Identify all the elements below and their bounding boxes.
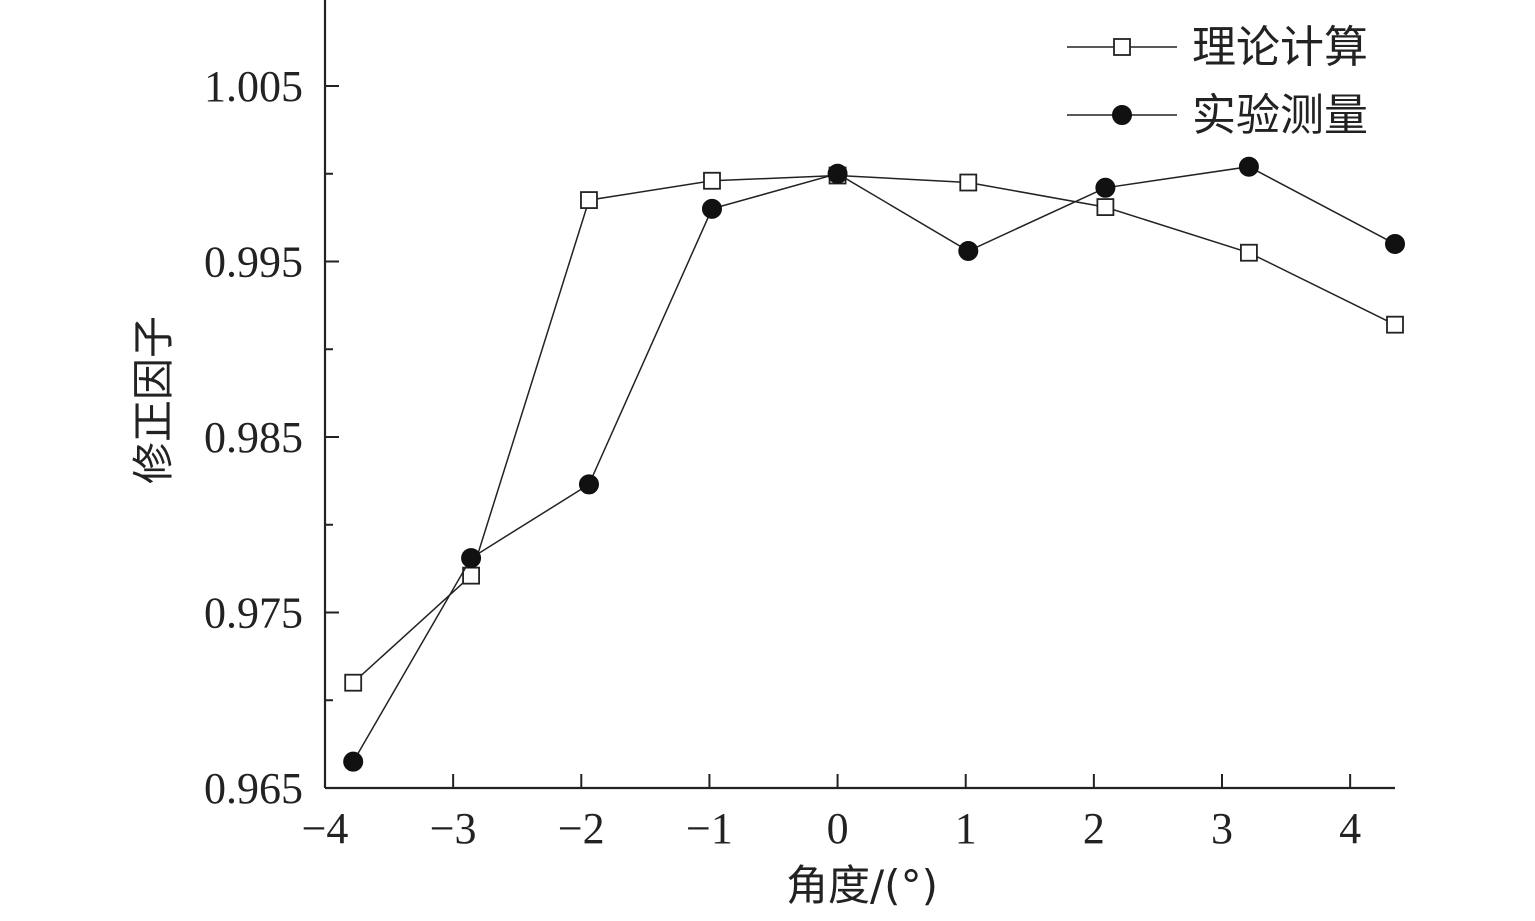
data-point [343,751,364,772]
y-tick-label: 0.985 [204,413,303,462]
data-point [1386,315,1404,334]
axes [323,0,1395,790]
data-point [959,173,978,192]
data-point [1385,233,1405,254]
data-point [1096,198,1115,216]
data-point [1238,156,1259,177]
legend-marker [1113,38,1131,56]
legend-marker [1112,105,1132,125]
x-tick-label: −1 [686,804,733,853]
x-axis-title: 角度/(°) [786,861,938,910]
ticks: −4 −3 −2 −1 0 1 2 3 4 0.965 0.975 0.985 0.995 1.005 [204,62,1361,853]
x-tick-label: 3 [1211,804,1233,853]
series-1 [344,166,1404,692]
data-point [461,548,482,569]
data-point [701,198,722,219]
data-point [703,171,721,190]
y-tick-label: 0.965 [204,764,303,813]
x-tick-label: −3 [430,804,477,853]
legend-item: 理论计算 [1067,22,1368,73]
data-point [827,163,848,184]
series-line [352,165,1396,763]
x-tick-label: −4 [302,804,349,853]
x-tick-label: 0 [827,804,849,853]
x-tick-label: 4 [1339,804,1361,853]
y-tick-label: 0.995 [204,237,303,286]
data-point [580,191,598,209]
series-2 [343,156,1405,772]
series-layer [343,156,1405,772]
y-axis-title: 修正因子 [129,316,178,484]
y-tick-label: 1.005 [204,62,303,111]
x-tick-label: 1 [955,804,977,853]
x-tick-label: 2 [1083,804,1105,853]
x-tick-label: −2 [558,804,605,853]
data-point [1095,177,1116,198]
data-point [344,673,363,692]
legend-label: 实验测量 [1192,90,1368,141]
legend-item: 实验测量 [1067,90,1368,141]
legend-label: 理论计算 [1192,22,1368,73]
series-line [352,174,1396,684]
data-point [462,566,480,585]
data-point [1240,243,1258,262]
data-point [958,240,979,261]
y-tick-label: 0.975 [204,588,303,637]
data-point [578,474,599,495]
